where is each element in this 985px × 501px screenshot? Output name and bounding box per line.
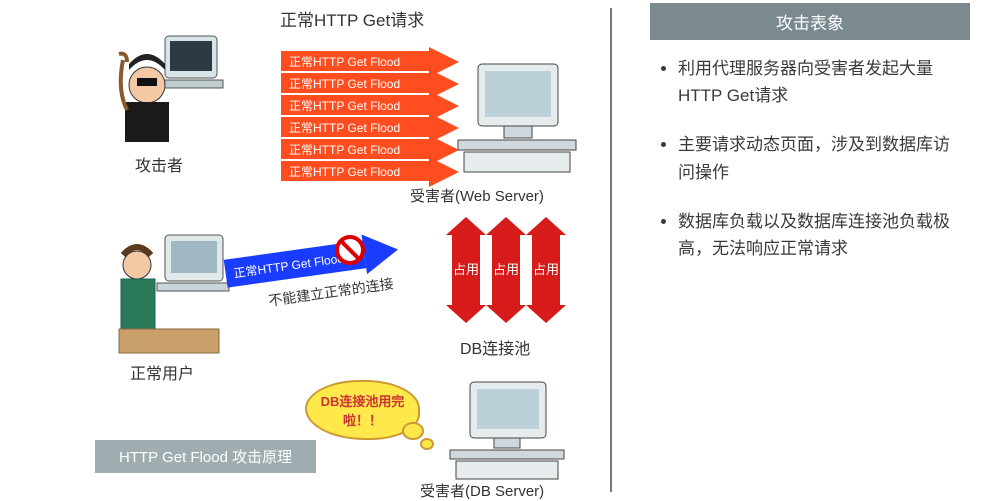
top-left-title: 正常HTTP Get请求 [280,6,424,31]
thought-text: DB连接池用完啦！！ [311,391,414,429]
watermark-text: 运维之美 [894,460,946,479]
wechat-icon: ✦ [870,461,888,479]
web-server-label: 受害者(Web Server) [410,185,544,206]
db-server-label: 受害者(DB Server) [420,480,544,501]
footer-title: HTTP Get Flood 攻击原理 [95,440,316,473]
vertical-divider [610,8,612,492]
occupy-arrow: 占用 [532,235,560,305]
db-server-icon [440,380,570,490]
symptom-list: 利用代理服务器向受害者发起大量HTTP Get请求 主要请求动态页面，涉及到数据… [660,55,965,284]
diagram-stage: 正常HTTP Get请求 攻击表象 利用代理服务器向受害者发起大量HTTP Ge… [0,0,985,500]
attacker-label: 攻击者 [135,152,183,176]
flood-arrow: 正常HTTP Get Flood [280,50,430,72]
prohibit-icon [335,235,365,265]
web-server-icon [450,60,580,185]
attacker-icon [115,30,225,150]
occupy-arrow: 占用 [492,235,520,305]
watermark: ✦ 运维之美 [870,460,946,479]
occupy-arrow: 占用 [452,235,480,305]
thought-bubble: DB连接池用完啦！！ [305,380,420,440]
flood-arrow: 正常HTTP Get Flood [280,138,430,160]
flood-arrow: 正常HTTP Get Flood [280,94,430,116]
symptom-item: 数据库负载以及数据库连接池负载极高，无法响应正常请求 [678,208,965,262]
normal-user-icon [105,225,230,360]
flood-arrow: 正常HTTP Get Flood [280,72,430,94]
flood-arrow: 正常HTTP Get Flood [280,160,430,182]
right-header-box: 攻击表象 [650,3,970,40]
flood-arrow: 正常HTTP Get Flood [280,116,430,138]
db-pool-label: DB连接池 [460,335,530,359]
symptom-item: 主要请求动态页面，涉及到数据库访问操作 [678,131,965,185]
normal-user-label: 正常用户 [130,360,194,384]
symptom-item: 利用代理服务器向受害者发起大量HTTP Get请求 [678,55,965,109]
